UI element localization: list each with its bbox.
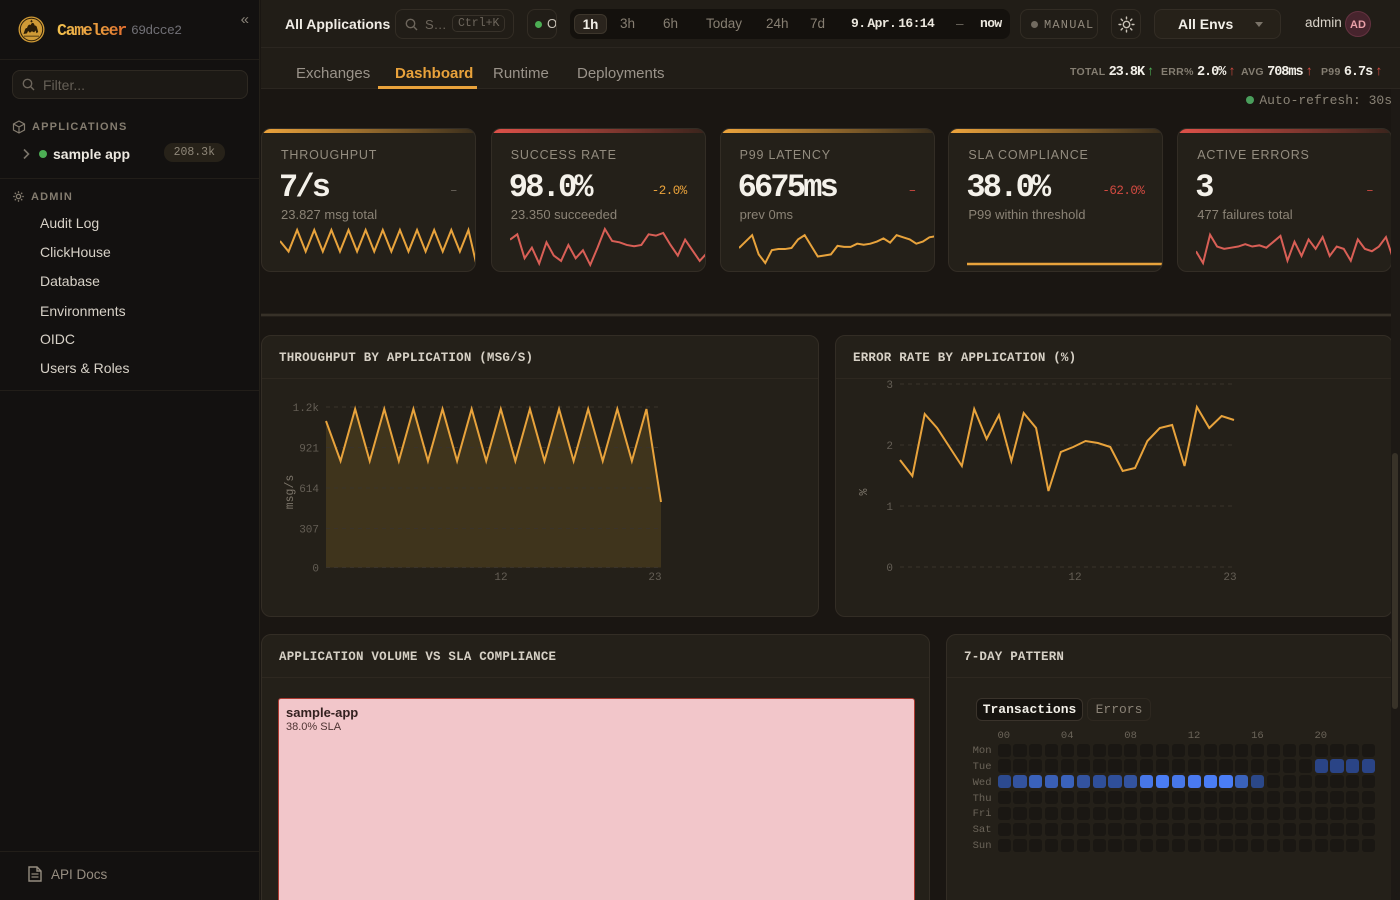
svg-text:3: 3 <box>886 380 893 392</box>
svg-text:921: 921 <box>299 444 319 456</box>
svg-text:23: 23 <box>1223 572 1236 584</box>
svg-text:2: 2 <box>886 441 893 453</box>
svg-text:23: 23 <box>648 572 661 584</box>
svg-text:0: 0 <box>312 564 319 576</box>
svg-text:307: 307 <box>299 525 319 537</box>
svg-text:%: % <box>858 488 871 495</box>
svg-text:msg/s: msg/s <box>284 475 297 510</box>
svg-text:0: 0 <box>886 563 893 575</box>
svg-text:614: 614 <box>299 484 319 496</box>
svg-text:1: 1 <box>886 502 893 514</box>
svg-text:12: 12 <box>1068 572 1081 584</box>
svg-text:12: 12 <box>494 572 507 584</box>
svg-text:1.2k: 1.2k <box>293 403 320 415</box>
